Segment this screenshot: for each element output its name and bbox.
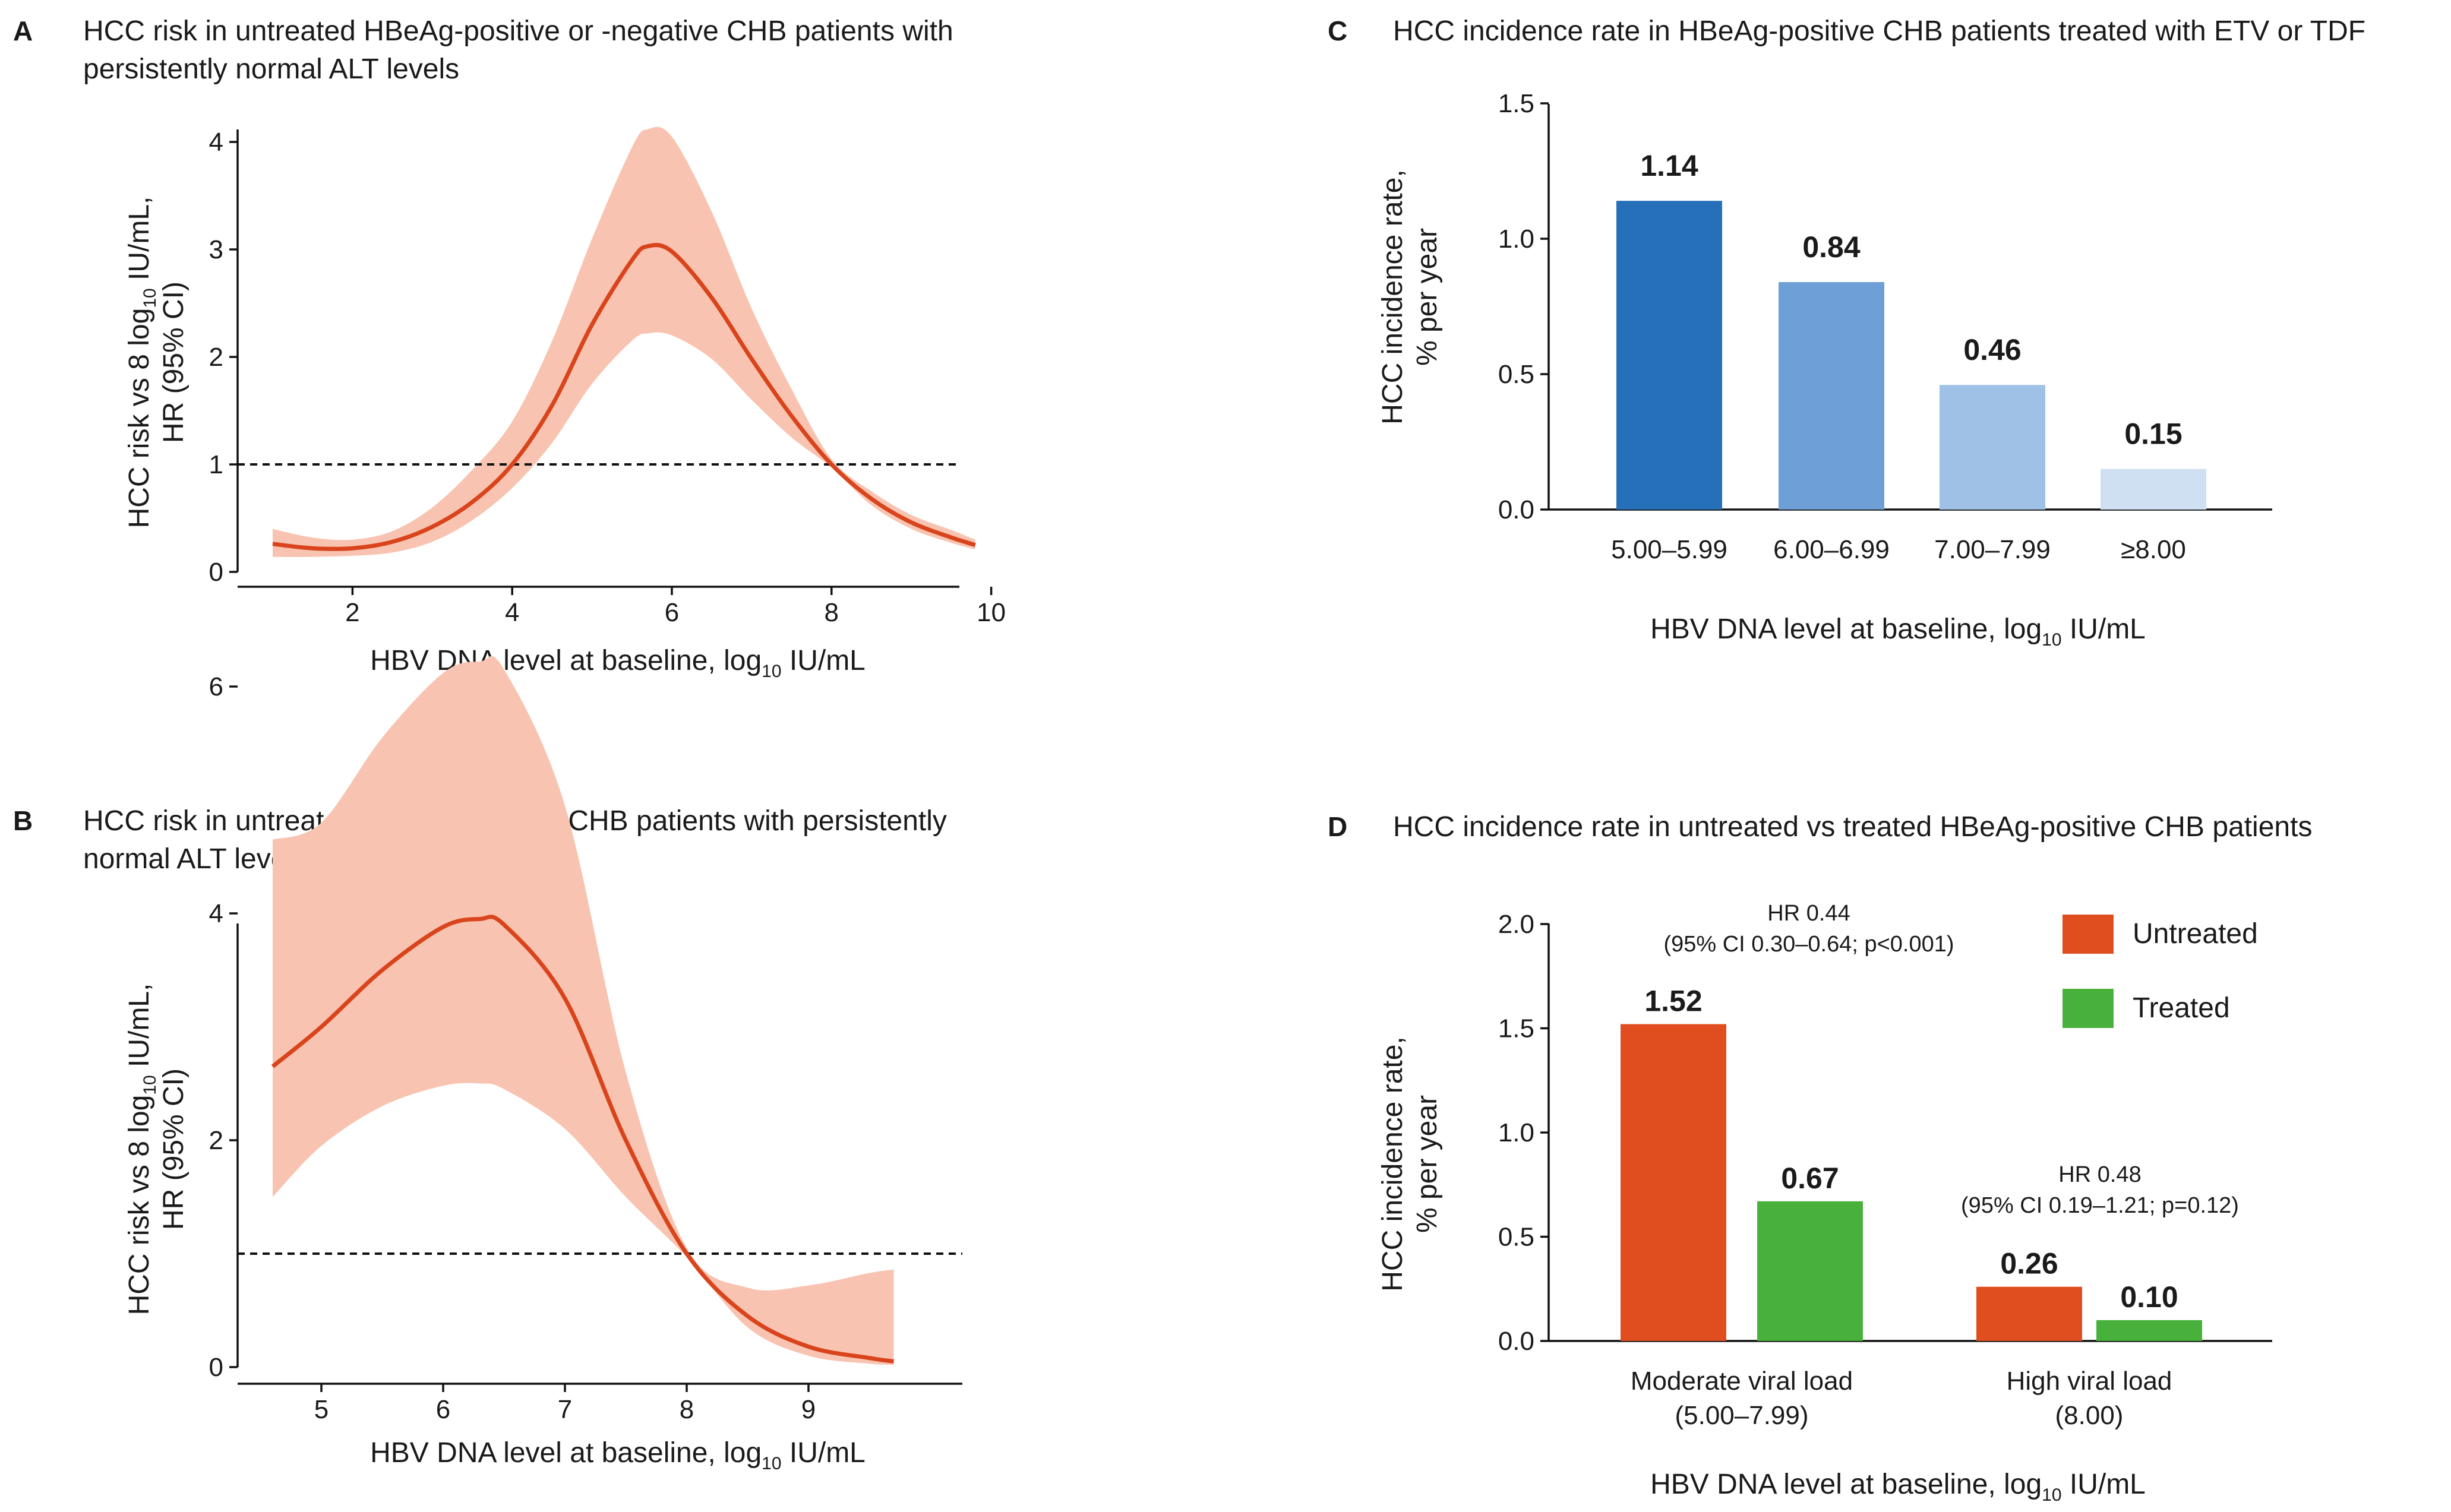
d-ytick-label: 1.5 [1498, 1014, 1534, 1043]
d-category-label-line1: High viral load [2007, 1367, 2172, 1396]
c-ytick-label: 0.5 [1498, 360, 1534, 389]
d-ytick-label: 0.5 [1498, 1223, 1534, 1252]
c-bar [1940, 385, 2045, 510]
b-ytick-label: 6 [209, 672, 223, 701]
a-ytick-label: 0 [209, 558, 223, 587]
c-bar-value-label: 0.15 [2124, 417, 2182, 451]
panel-c-xlabel: HBV DNA level at baseline, log10 IU/mL [1650, 613, 2146, 650]
c-bar-value-label: 0.46 [1963, 333, 2021, 366]
panel-b-plot: 0 2 4 6 5 6 7 8 9 [209, 656, 962, 1424]
b-hr-curve [271, 915, 894, 1364]
c-ytick-label: 1.0 [1498, 224, 1534, 254]
b-ytick-label: 0 [209, 1353, 223, 1382]
d-bar-treated [1757, 1201, 1863, 1341]
d-ytick-label: 0.0 [1498, 1327, 1534, 1356]
panel-d: D HCC incidence rate in untreated vs tre… [1328, 811, 2312, 1505]
c-ytick-label: 0.0 [1498, 495, 1534, 524]
a-xtick-label: 4 [505, 598, 519, 627]
c-bar [1616, 201, 1722, 510]
d-category-label-line2: (8.00) [2055, 1401, 2124, 1430]
panel-c-ylabel-line2: % per year [1411, 228, 1443, 366]
d-ytick-label: 2.0 [1498, 910, 1534, 939]
panel-a-title-line2: persistently normal ALT levels [83, 53, 459, 85]
d-legend-label: Treated [2133, 992, 2230, 1024]
c-category-label: 7.00–7.99 [1934, 535, 2051, 564]
panel-c-letter: C [1328, 15, 1347, 46]
d-bar-untreated [1621, 1024, 1726, 1341]
panel-d-y-axis-title: HCC incidence rate, % per year [1377, 1036, 1443, 1292]
b-xtick-label: 6 [436, 1395, 450, 1424]
c-bar [1779, 281, 1884, 510]
panel-c-y-axis-title: HCC incidence rate, % per year [1377, 169, 1443, 425]
d-bar-treated [2096, 1320, 2202, 1341]
a-xtick-label: 10 [977, 598, 1006, 627]
panel-d-xlabel: HBV DNA level at baseline, log10 IU/mL [1650, 1469, 2146, 1505]
c-bar-value-label: 0.84 [1802, 230, 1861, 264]
d-hr-annotation-line2: (95% CI 0.19–1.21; p=0.12) [1961, 1193, 2239, 1218]
panel-b-title-line2: normal ALT levels [83, 843, 307, 875]
a-xtick-label: 6 [665, 598, 679, 627]
panel-a-xlabel: HBV DNA level at baseline, log10 IU/mL [370, 645, 866, 681]
d-bar-value-label: 1.52 [1644, 984, 1702, 1017]
d-category-label-line1: Moderate viral load [1631, 1367, 1853, 1396]
b-xtick-label: 8 [680, 1395, 694, 1424]
a-ytick-label: 2 [209, 343, 223, 372]
d-legend-label: Untreated [2133, 918, 2258, 950]
panel-b-ylabel-line2: HR (95% CI) [158, 1068, 189, 1230]
panel-a-letter: A [13, 15, 33, 46]
panel-a-y-axis-title: HCC risk vs 8 log10 IU/mL, HR (95% CI) [124, 197, 189, 529]
b-ytick-label: 4 [209, 899, 223, 928]
panel-a: A HCC risk in untreated HBeAg-positive o… [13, 15, 1006, 681]
panel-d-plot: 0.0 0.5 1.0 1.5 2.0 1.52 0.26 0.67 0.10 Moderate … [1498, 901, 2272, 1430]
panel-a-ylabel-line1: HCC risk vs 8 log10 IU/mL, [124, 197, 160, 529]
panel-c-title: HCC incidence rate in HBeAg-positive CHB… [1393, 15, 2365, 47]
a-xtick-label: 2 [345, 598, 359, 627]
panel-c-ylabel-line1: HCC incidence rate, [1377, 169, 1408, 425]
b-ytick-label: 2 [209, 1126, 223, 1155]
c-category-label: 5.00–5.99 [1611, 535, 1727, 564]
panel-a-ylabel-line2: HR (95% CI) [158, 281, 189, 443]
d-hr-annotation-line1: HR 0.48 [2058, 1162, 2141, 1187]
d-bar-untreated [1976, 1286, 2082, 1341]
a-hr-curve [272, 243, 976, 551]
panel-b: B HCC risk in untreated HBeAg-positive C… [13, 656, 962, 1473]
panel-b-letter: B [13, 805, 33, 836]
c-bar [2101, 469, 2206, 510]
panel-b-y-axis-title: HCC risk vs 8 log10 IU/mL, HR (95% CI) [124, 983, 189, 1315]
d-hr-annotation-line1: HR 0.44 [1767, 901, 1850, 926]
d-bar-value-label: 0.10 [2120, 1280, 2178, 1314]
a-ytick-label: 4 [209, 128, 223, 157]
d-category-label-line2: (5.00–7.99) [1675, 1401, 1808, 1430]
panel-b-ylabel-line1: HCC risk vs 8 log10 IU/mL, [124, 983, 160, 1315]
d-hr-annotation-line2: (95% CI 0.30–0.64; p<0.001) [1663, 932, 1954, 957]
d-ytick-label: 1.0 [1498, 1118, 1534, 1147]
b-ci-band [273, 656, 894, 1365]
d-bar-value-label: 0.26 [2000, 1247, 2058, 1280]
panel-c-plot: 0.0 0.5 1.0 1.5 1.14 5.00–5.99 0.84 6.00–6.99 0.… [1498, 89, 2272, 564]
d-legend-swatch-untreated [2062, 915, 2114, 954]
b-xtick-label: 7 [558, 1395, 572, 1424]
a-ci-band [273, 126, 975, 557]
panel-c: C HCC incidence rate in HBeAg-positive C… [1328, 15, 2365, 650]
b-xtick-label: 9 [801, 1395, 816, 1424]
panel-d-title: HCC incidence rate in untreated vs treat… [1393, 811, 2312, 843]
panel-a-plot: 0 1 2 3 4 2 4 6 8 10 [209, 126, 1006, 627]
panel-a-title-line1: HCC risk in untreated HBeAg-positive or … [83, 15, 953, 47]
panel-b-xlabel: HBV DNA level at baseline, log10 IU/mL [370, 1437, 866, 1473]
panel-d-ylabel-line2: % per year [1411, 1095, 1443, 1233]
panel-d-letter: D [1328, 811, 1347, 842]
b-xtick-label: 5 [314, 1395, 329, 1424]
d-legend-swatch-treated [2062, 989, 2114, 1028]
a-ytick-label: 3 [209, 235, 223, 264]
a-ytick-label: 1 [209, 450, 223, 479]
c-ytick-label: 1.5 [1498, 89, 1534, 118]
d-bar-value-label: 0.67 [1781, 1162, 1839, 1195]
c-category-label: 6.00–6.99 [1773, 535, 1890, 564]
panel-d-ylabel-line1: HCC incidence rate, [1377, 1036, 1408, 1292]
c-bar-value-label: 1.14 [1640, 149, 1698, 182]
a-xtick-label: 8 [825, 598, 839, 627]
c-category-label: ≥8.00 [2121, 535, 2186, 564]
